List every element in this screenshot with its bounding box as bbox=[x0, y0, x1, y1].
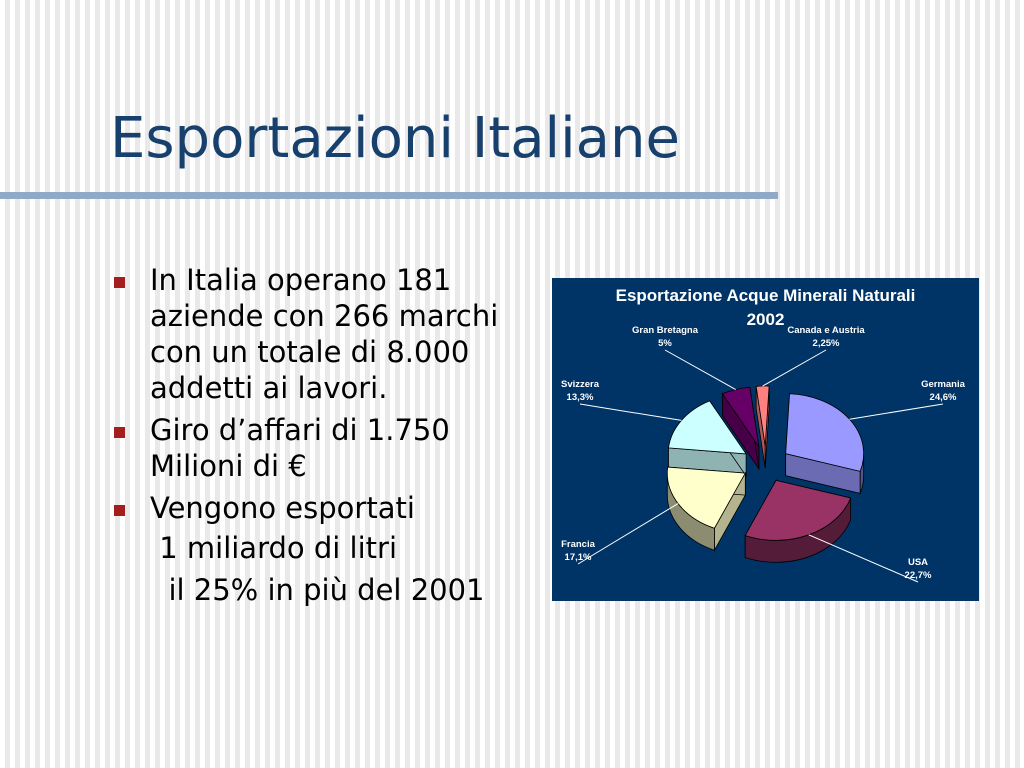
slice-name: Svizzera bbox=[560, 379, 600, 390]
slice-value: 13,3% bbox=[566, 392, 594, 403]
slice-name: Francia bbox=[561, 539, 595, 550]
slice-value: 2,25% bbox=[812, 338, 840, 349]
bullet-item: Vengono esportati bbox=[112, 490, 532, 526]
slice-label: USA 22,7% bbox=[878, 556, 958, 582]
pie-chart: Esportazione Acque Minerali Naturali 200… bbox=[552, 278, 979, 601]
leader-line bbox=[808, 534, 919, 583]
pie-slice-svizzera bbox=[668, 399, 747, 478]
slice-label: Svizzera 13,3% bbox=[540, 378, 620, 404]
bullet-list: In Italia operano 181 aziende con 266 ma… bbox=[112, 262, 532, 614]
bullet-item: In Italia operano 181 aziende con 266 ma… bbox=[112, 262, 532, 406]
sub-line: il 25% in più del 2001 bbox=[150, 573, 485, 607]
leader-line bbox=[762, 349, 827, 387]
slide-title: Esportazioni Italiane bbox=[110, 106, 680, 171]
slice-name: Germania bbox=[921, 379, 965, 390]
slice-name: Gran Bretagna bbox=[632, 325, 698, 336]
pie-chart-svg bbox=[577, 349, 944, 583]
leader-line bbox=[577, 503, 679, 565]
slice-value: 22,7% bbox=[904, 570, 932, 581]
slice-label: Gran Bretagna 5% bbox=[625, 324, 705, 350]
slice-label: Francia 17,1% bbox=[538, 538, 618, 564]
square-bullet-icon bbox=[114, 427, 125, 438]
bullet-text: In Italia operano 181 aziende con 266 ma… bbox=[150, 263, 499, 405]
pie-slice-francia bbox=[666, 466, 746, 552]
pie-slice-germania bbox=[785, 393, 865, 494]
sub-line: 1 miliardo di litri bbox=[150, 531, 398, 565]
title-divider bbox=[0, 192, 778, 199]
slice-value: 5% bbox=[658, 338, 672, 349]
slice-label: Germania 24,6% bbox=[903, 378, 983, 404]
slice-name: USA bbox=[907, 557, 929, 568]
chart-title-block: Esportazione Acque Minerali Naturali 200… bbox=[552, 284, 979, 332]
slice-value: 17,1% bbox=[564, 552, 592, 563]
slice-name: Canada e Austria bbox=[787, 325, 865, 336]
slice-value: 24,6% bbox=[929, 392, 957, 403]
leader-line bbox=[849, 403, 944, 420]
square-bullet-icon bbox=[114, 505, 125, 516]
chart-title: Esportazione Acque Minerali Naturali bbox=[615, 286, 916, 305]
leader-line bbox=[579, 403, 682, 421]
bullet-item: Giro d’affari di 1.750 Milioni di € bbox=[112, 412, 532, 484]
leader-line bbox=[664, 349, 736, 390]
pie-slice-canada-e-austria bbox=[755, 385, 770, 469]
pie-slice-gran-bretagna bbox=[721, 386, 760, 471]
bullet-text: Giro d’affari di 1.750 Milioni di € bbox=[150, 413, 450, 483]
pie-slice-usa bbox=[744, 478, 852, 563]
bullet-text: Vengono esportati bbox=[150, 491, 415, 525]
chart-subtitle: 2002 bbox=[746, 310, 785, 329]
slice-label: Canada e Austria 2,25% bbox=[786, 324, 866, 350]
square-bullet-icon bbox=[114, 277, 125, 288]
